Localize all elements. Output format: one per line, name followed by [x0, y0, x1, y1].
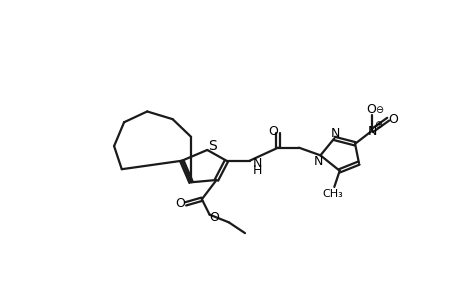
- Text: H: H: [252, 164, 262, 177]
- Text: ⊕: ⊕: [373, 119, 381, 130]
- Text: N: N: [367, 125, 376, 138]
- Text: N: N: [313, 155, 323, 168]
- Text: N: N: [330, 127, 340, 140]
- Text: CH₃: CH₃: [322, 189, 342, 199]
- Text: N: N: [252, 157, 262, 170]
- Text: ⊖: ⊖: [374, 105, 382, 115]
- Text: O: O: [365, 103, 375, 116]
- Text: O: O: [388, 113, 397, 126]
- Text: O: O: [175, 197, 185, 210]
- Text: O: O: [268, 125, 278, 138]
- Text: S: S: [208, 139, 217, 153]
- Text: O: O: [209, 211, 218, 224]
